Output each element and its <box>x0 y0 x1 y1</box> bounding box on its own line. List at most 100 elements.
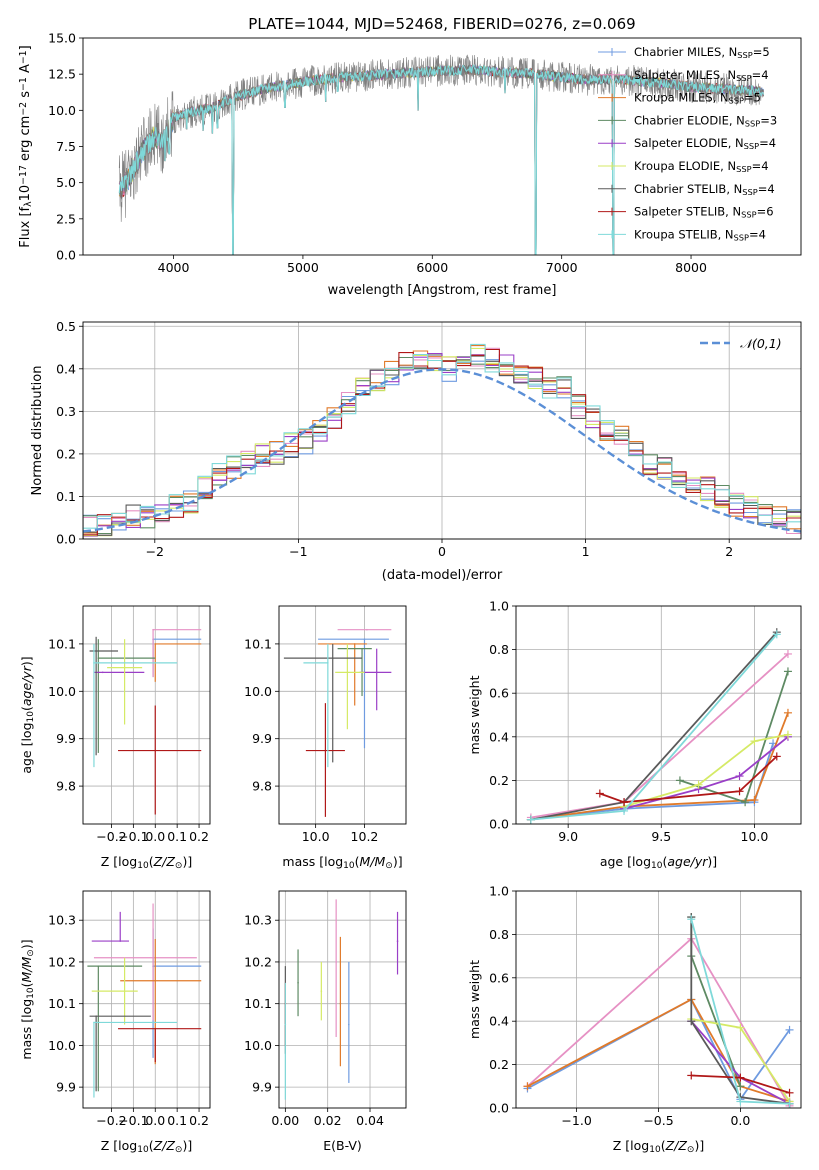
legend-label-chabrier_elodie: Chabrier ELODIE, NSSP=3 <box>634 113 777 128</box>
spectrum-legend: Chabrier MILES, NSSP=5 Salpeter MILES, NS… <box>598 45 777 242</box>
age_vs_Z-point-salpeter_stelib <box>154 749 157 752</box>
mass_vs_Z-point-kroupa_elodie <box>123 990 126 992</box>
mass_vs_ebv-xtick-label: 0.00 <box>271 1113 299 1128</box>
mass_vs_Z-axes: −0.2−0.10.0 0.1 0.2 9.9 10.0 10.1 10.2 10.3 <box>48 891 210 1128</box>
residuals-xlabel: (data-model)/error <box>382 568 503 583</box>
weight_vs_age-ytick-label: 1.0 <box>489 599 509 614</box>
mass_vs_Z-point-kroupa_miles <box>154 979 157 982</box>
legend-label-salpeter_elodie: Salpeter ELODIE, NSSP=4 <box>634 136 776 151</box>
residuals-ytick-label: 0.1 <box>56 489 76 504</box>
weight_vs_Z-ylabel: mass weight <box>467 960 482 1039</box>
age_vs_Z-ytick-label: 10.0 <box>48 684 76 699</box>
mass_vs_Z-point-kroupa_stelib <box>93 1021 95 1024</box>
age_vs_mass-ytick-label: 9.9 <box>252 731 272 746</box>
weight_vs_Z-xtick-label: 0.0 <box>730 1113 750 1128</box>
age_vs_Z-frame <box>82 605 211 825</box>
mass_vs_ebv-xlabel: E(B-V) <box>323 1138 362 1153</box>
mass_vs_Z-xtick-label: −0.1 <box>118 1113 148 1128</box>
spectrum-xtick-label: 8000 <box>675 260 707 275</box>
age_vs_Z-axes: −0.2−0.10.0 0.1 0.2 9.8 9.9 10.0 10.1 <box>48 606 210 844</box>
weight_vs_Z-ytick-label: 0.2 <box>489 1057 509 1072</box>
mass_vs_Z-ytick-label: 10.1 <box>48 996 76 1011</box>
age_vs_Z-point-kroupa_elodie <box>123 666 126 669</box>
age_vs_mass-point-salpeter_elodie <box>375 671 378 674</box>
legend-label-chabrier_stelib: Chabrier STELIB, NSSP=4 <box>634 182 775 197</box>
spectrum-xtick-label: 4000 <box>158 260 190 275</box>
age_vs_mass-point-chabrier_elodie <box>361 647 363 650</box>
age_vs_Z-xtick-label: −0.2 <box>96 829 126 844</box>
legend-label-kroupa_miles: Kroupa MILES, NSSP=5 <box>634 91 761 106</box>
residuals-ytick-label: 0.2 <box>56 446 76 461</box>
weight_vs_Z-ytick-label: 0.0 <box>489 1101 509 1116</box>
age_vs_Z-ylabel: age [log10(age/yr)] <box>19 656 36 773</box>
legend-gaussian-label: 𝒩(0,1) <box>740 336 782 351</box>
age_vs_mass-ytick-label: 9.8 <box>252 779 272 794</box>
mass_vs_Z-plot <box>87 903 202 1098</box>
age_vs_mass-point-chabrier_miles <box>363 638 366 640</box>
weight_vs_Z-plot <box>523 913 794 1108</box>
mass_vs_Z-frame <box>82 890 211 1109</box>
gaussian-curve <box>83 368 801 533</box>
mass_vs_ebv-point-kroupa_miles <box>339 1002 342 1005</box>
age_vs_mass-point-kroupa_stelib <box>327 662 329 664</box>
spectrum-axes: 4000 5000 6000 7000 8000 0.0 2.5 5.0 7.5 10.0 12.5… <box>48 31 707 276</box>
weight_vs_age-ytick-label: 0.4 <box>489 729 509 744</box>
mass_vs_ebv-ytick-label: 9.9 <box>252 1080 272 1095</box>
age_vs_Z-xtick-label: 0.2 <box>189 829 209 844</box>
spectrum-ytick-label: 15.0 <box>48 31 76 46</box>
residuals-xtick-label: 1 <box>582 544 590 559</box>
weight_vs_age-line-salpeter_miles <box>530 653 789 819</box>
histogram-kroupa_stelib <box>83 343 801 539</box>
weight_vs_Z-xtick-label: −1.0 <box>561 1113 591 1128</box>
weight_vs_Z-ytick-label: 0.6 <box>489 970 509 985</box>
weight_vs_age-ytick-label: 0.0 <box>489 817 509 832</box>
weight_vs_Z-line-kroupa_miles <box>527 998 790 1103</box>
mass_vs_ebv-ytick-label: 10.3 <box>244 913 272 928</box>
age_vs_mass-xtick-label: 10.0 <box>302 829 330 844</box>
residuals-xtick-label: −2 <box>146 544 164 559</box>
mass_vs_ebv-point-kroupa_stelib <box>284 1023 287 1026</box>
spectrum-ylabel: Flux [fλ10−17 erg cm−2 s−1 A−1] <box>18 45 34 247</box>
weight_vs_Z-ytick-label: 0.8 <box>489 927 509 942</box>
weight_vs_age-ytick-label: 0.6 <box>489 686 509 701</box>
residuals-xtick-label: −1 <box>289 544 307 559</box>
age_vs_mass-frame <box>278 605 407 825</box>
mass_vs_ebv-xtick-label: 0.02 <box>314 1113 342 1128</box>
weight_vs_age-xtick-label: 9.0 <box>558 829 578 844</box>
residuals-axes: −2 −1 0 1 2 0.0 0.1 0.2 0.3 0.4 0.5 <box>56 319 801 559</box>
weight_vs_age-ytick-label: 0.2 <box>489 773 509 788</box>
age_vs_Z-point-salpeter_miles <box>152 628 154 631</box>
mass_vs_Z-xtick-label: −0.2 <box>96 1113 126 1128</box>
mass_vs_Z-point-salpeter_stelib <box>154 1027 157 1030</box>
weight_vs_age-line-kroupa_miles <box>530 712 789 821</box>
mass_vs_Z-xlabel: Z [log10(Z/Z⊙)] <box>101 1138 192 1155</box>
weight_vs_Z-ytick-label: 0.4 <box>489 1014 509 1029</box>
spectrum-xtick-label: 7000 <box>546 260 578 275</box>
age_vs_mass-point-salpeter_stelib <box>324 749 327 752</box>
age_vs_mass-point-kroupa_miles <box>353 643 356 645</box>
age_vs_Z-point-salpeter_elodie <box>101 671 104 674</box>
age_vs_Z-point-chabrier_stelib <box>95 650 97 652</box>
weight_vs_age-plot <box>526 628 792 824</box>
mass_vs_Z-point-chabrier_elodie <box>97 965 100 967</box>
residuals-xtick-label: 0 <box>438 544 446 559</box>
mass_vs_Z-ytick-label: 10.0 <box>48 1038 76 1053</box>
residuals-xtick-label: 2 <box>725 544 733 559</box>
weight_vs_age-ylabel: mass weight <box>467 675 482 754</box>
age_vs_Z-point-kroupa_miles <box>154 643 157 645</box>
residuals-ytick-label: 0.4 <box>56 361 76 376</box>
mass_vs_ebv-point-salpeter_elodie <box>396 940 399 942</box>
legend-label-salpeter_stelib: Salpeter STELIB, NSSP=6 <box>634 205 774 220</box>
age_vs_Z-ytick-label: 9.8 <box>56 779 76 794</box>
weight_vs_Z-axes: −1.0 −0.5 0.0 0.0 0.2 0.4 0.6 0.8 1.0 <box>489 884 801 1128</box>
age_vs_mass-point-chabrier_stelib <box>331 657 334 659</box>
spectrum-ytick-label: 2.5 <box>56 211 76 226</box>
age_vs_mass-xlabel: mass [log10(M/M⊙)] <box>282 854 402 871</box>
age_vs_Z-xtick-label: 0.1 <box>167 829 187 844</box>
residuals-frame <box>82 321 802 540</box>
spectrum-ytick-label: 7.5 <box>56 139 76 154</box>
weight_vs_age-line-kroupa_elodie <box>623 733 789 808</box>
weight_vs_age-xlabel: age [log10(age/yr)] <box>600 854 717 871</box>
spectrum-xlabel: wavelength [Angstrom, rest frame] <box>328 283 557 298</box>
